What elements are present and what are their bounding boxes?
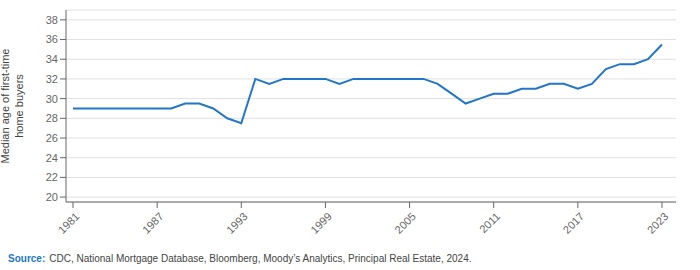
svg-text:26: 26 [46,132,58,144]
svg-text:1999: 1999 [308,210,334,236]
svg-text:Median age of first-timehome b: Median age of first-timehome buyers [8,49,25,164]
svg-text:22: 22 [46,171,58,183]
svg-text:38: 38 [46,14,58,26]
svg-text:24: 24 [46,152,58,164]
svg-text:32: 32 [46,73,58,85]
svg-text:30: 30 [46,93,58,105]
svg-text:1981: 1981 [56,210,82,236]
svg-text:2017: 2017 [561,210,587,236]
svg-text:1993: 1993 [224,210,250,236]
html-text:Source: CDC, National Mortgage: Source: CDC, National Mortgage Database,… [8,253,472,264]
svg-text:20: 20 [46,191,58,203]
svg-text:2005: 2005 [392,210,418,236]
svg-text:34: 34 [46,53,58,65]
svg-text:1987: 1987 [140,210,166,236]
svg-text:2011: 2011 [477,210,502,235]
svg-text:36: 36 [46,33,58,45]
svg-text:2023: 2023 [645,210,671,236]
svg-text:28: 28 [46,112,58,124]
